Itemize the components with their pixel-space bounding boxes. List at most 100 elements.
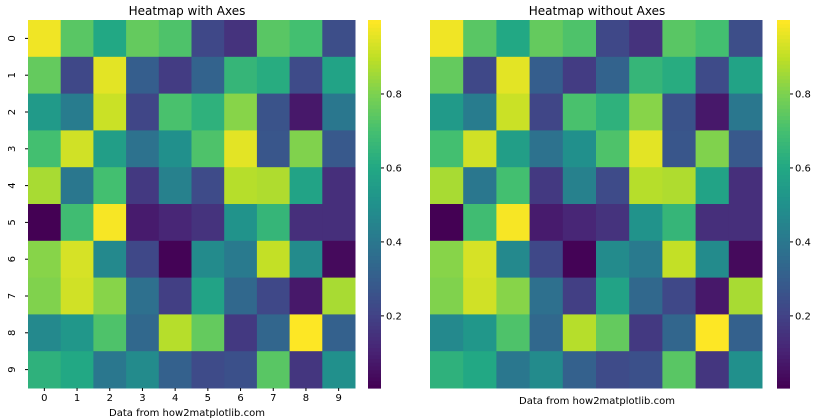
colorbar-segment xyxy=(777,49,790,54)
colorbar-segment xyxy=(368,97,381,102)
colorbar-segment xyxy=(777,365,790,371)
heatmap-cell xyxy=(629,20,663,58)
heatmap-cell xyxy=(158,240,192,279)
heatmap-cell xyxy=(126,351,160,389)
heatmap-cell xyxy=(695,167,730,205)
heatmap-cell xyxy=(695,277,730,315)
colorbar-segment xyxy=(368,20,381,25)
colorbar-segment xyxy=(777,60,790,65)
heatmap-cell xyxy=(158,130,192,168)
colorbar-segment xyxy=(777,281,790,286)
y-tick-label: 7 xyxy=(7,293,18,299)
heatmap-cell xyxy=(430,204,464,242)
colorbar-segment xyxy=(777,45,790,51)
x-tick-label: 9 xyxy=(335,393,341,404)
heatmap-cell xyxy=(695,240,730,279)
colorbar-segment xyxy=(777,152,790,157)
colorbar-segment xyxy=(777,137,790,143)
heatmap-cell xyxy=(496,167,531,205)
colorbar-segment xyxy=(368,303,381,308)
heatmap-cell xyxy=(289,167,323,205)
heatmap-cell xyxy=(256,130,291,168)
x-tick-label: 8 xyxy=(303,393,309,404)
y-tick-label: 9 xyxy=(7,366,18,372)
colorbar-segment xyxy=(777,67,790,73)
heatmap-cell xyxy=(430,56,464,95)
colorbar-segment xyxy=(777,185,790,190)
colorbar-segment xyxy=(777,104,790,109)
colorbar-segment xyxy=(777,321,790,327)
heatmap-cell xyxy=(126,277,160,315)
heatmap-cell xyxy=(496,314,531,352)
heatmap-cell xyxy=(596,204,630,242)
colorbar-segment xyxy=(368,318,381,323)
colorbar-segment xyxy=(368,222,381,227)
colorbar-segment xyxy=(777,119,790,124)
heatmap-cell xyxy=(629,240,663,279)
colorbar-segment xyxy=(777,340,790,345)
colorbar-segment xyxy=(777,211,790,216)
heatmap-cell xyxy=(93,167,127,205)
colorbar-segment xyxy=(777,292,790,297)
heatmap-cell xyxy=(496,130,531,168)
colorbar-segment xyxy=(777,115,790,120)
colorbar-segment xyxy=(368,86,381,91)
heatmap-cell xyxy=(463,93,497,131)
colorbar-segment xyxy=(368,152,381,157)
colorbar-segment xyxy=(368,362,381,367)
heatmap-cell xyxy=(562,351,597,389)
colorbar-segment xyxy=(368,31,381,36)
heatmap-cell xyxy=(695,351,730,389)
colorbar-segment xyxy=(368,365,381,371)
heatmap-cell xyxy=(28,240,62,279)
x-tick-label: 2 xyxy=(107,393,113,404)
heatmap-cell xyxy=(662,277,697,315)
colorbar-segment xyxy=(368,332,381,338)
colorbar-segment xyxy=(368,233,381,238)
colorbar-segment xyxy=(368,23,381,28)
heatmap-cell xyxy=(256,167,291,205)
heatmap-cell xyxy=(191,20,225,58)
colorbar-segment xyxy=(777,204,790,209)
colorbar-segment xyxy=(777,354,790,360)
colorbar-tick-label: 0.6 xyxy=(795,163,811,174)
heatmap-cell xyxy=(728,351,763,389)
colorbar-segment xyxy=(777,248,790,253)
colorbar-segment xyxy=(368,115,381,120)
colorbar-segment xyxy=(777,148,790,154)
heatmap-cell xyxy=(629,93,663,131)
colorbar-segment xyxy=(368,200,381,205)
heatmap-cell xyxy=(662,204,697,242)
colorbar-segment xyxy=(368,167,381,172)
y-tick-label: 1 xyxy=(7,72,18,78)
heatmap-cell xyxy=(93,314,127,352)
heatmap-cell xyxy=(191,351,225,389)
colorbar-segment xyxy=(368,27,381,32)
colorbar-segment xyxy=(368,237,381,242)
heatmap-cell xyxy=(496,93,531,131)
colorbar-segment xyxy=(777,229,790,235)
heatmap-cell xyxy=(529,351,564,389)
colorbar-segment xyxy=(777,233,790,238)
heatmap-cell xyxy=(322,277,356,315)
heatmap-without-axes: 0.2 0.4 0.6 0.8 xyxy=(430,20,811,389)
colorbar-tick-label: 0.4 xyxy=(795,237,811,248)
colorbar-segment xyxy=(368,273,381,279)
colorbar-segment xyxy=(777,112,790,117)
colorbar-segment xyxy=(368,89,381,95)
heatmap-cell xyxy=(60,351,94,389)
heatmap-cell xyxy=(256,240,291,279)
heatmap-cell xyxy=(256,314,291,352)
colorbar-tick-label: 0.8 xyxy=(795,89,811,100)
heatmap-cell xyxy=(695,204,730,242)
heatmap-cell xyxy=(728,314,763,352)
heatmap-cell xyxy=(596,314,630,352)
colorbar-segment xyxy=(777,351,790,356)
colorbar-segment xyxy=(777,226,790,231)
heatmap-with-axes: 0 1 2 3 4 5 6 7 8 9 0 1 2 3 4 5 6 7 8 9 0.2 0.4 0.6 0.8 xyxy=(7,20,402,404)
heatmap-cell xyxy=(126,130,160,168)
colorbar-segment xyxy=(368,123,381,128)
heatmap-cell xyxy=(463,314,497,352)
colorbar-segment xyxy=(368,384,381,389)
heatmap-cell xyxy=(126,93,160,131)
